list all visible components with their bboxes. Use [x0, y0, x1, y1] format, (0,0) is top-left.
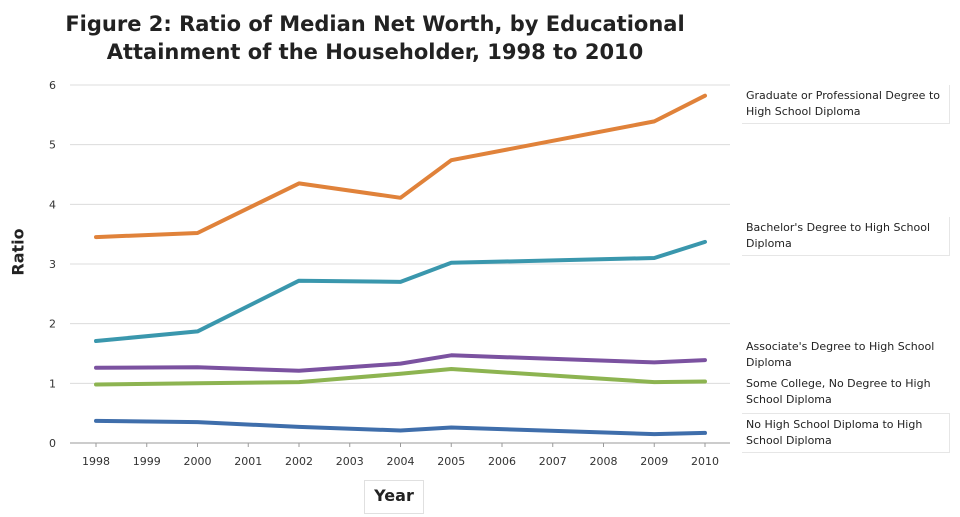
- x-tick-label: 2002: [285, 455, 313, 468]
- y-axis-label: Ratio: [8, 228, 28, 276]
- y-tick-label: 2: [49, 318, 56, 331]
- x-tick-label: 2006: [488, 455, 516, 468]
- x-tick-label: 2000: [184, 455, 212, 468]
- legend-some-college: Some College, No Degree to High School D…: [742, 373, 950, 411]
- series-line-1: [94, 93, 707, 240]
- chart-title: Figure 2: Ratio of Median Net Worth, by …: [60, 10, 690, 66]
- y-tick-label: 6: [49, 79, 56, 92]
- x-tick-label: 2007: [539, 455, 567, 468]
- series-line-3: [94, 353, 707, 373]
- legend-associates-degree: Associate's Degree to High School Diplom…: [742, 336, 950, 374]
- chart-title-line-2: Attainment of the Householder, 1998 to 2…: [106, 40, 644, 64]
- legend-no-high-school: No High School Diploma to High School Di…: [742, 413, 950, 453]
- x-tick-label: 2004: [387, 455, 415, 468]
- x-tick-label: 2003: [336, 455, 364, 468]
- series-line-4: [94, 367, 707, 387]
- legend-bachelors-degree: Bachelor's Degree to High School Diploma: [742, 217, 950, 256]
- x-tick-label: 2001: [234, 455, 262, 468]
- x-tick-label: 1999: [133, 455, 161, 468]
- x-tick-label: 2005: [437, 455, 465, 468]
- y-tick-label: 0: [49, 437, 56, 450]
- x-tick-label: 2009: [640, 455, 668, 468]
- x-tick-label: 2008: [590, 455, 618, 468]
- y-tick-label: 1: [49, 377, 56, 390]
- legend-graduate-degree: Graduate or Professional Degree to High …: [742, 85, 950, 124]
- y-tick-label: 5: [49, 139, 56, 152]
- x-tick-label: 2010: [691, 455, 719, 468]
- x-tick-label: 1998: [82, 455, 110, 468]
- series-line-2: [94, 239, 707, 343]
- x-axis-label: Year: [364, 480, 424, 514]
- series-line-5: [94, 418, 707, 437]
- y-tick-label: 3: [49, 258, 56, 271]
- y-tick-label: 4: [49, 198, 56, 211]
- chart-title-line-1: Figure 2: Ratio of Median Net Worth, by …: [65, 12, 685, 36]
